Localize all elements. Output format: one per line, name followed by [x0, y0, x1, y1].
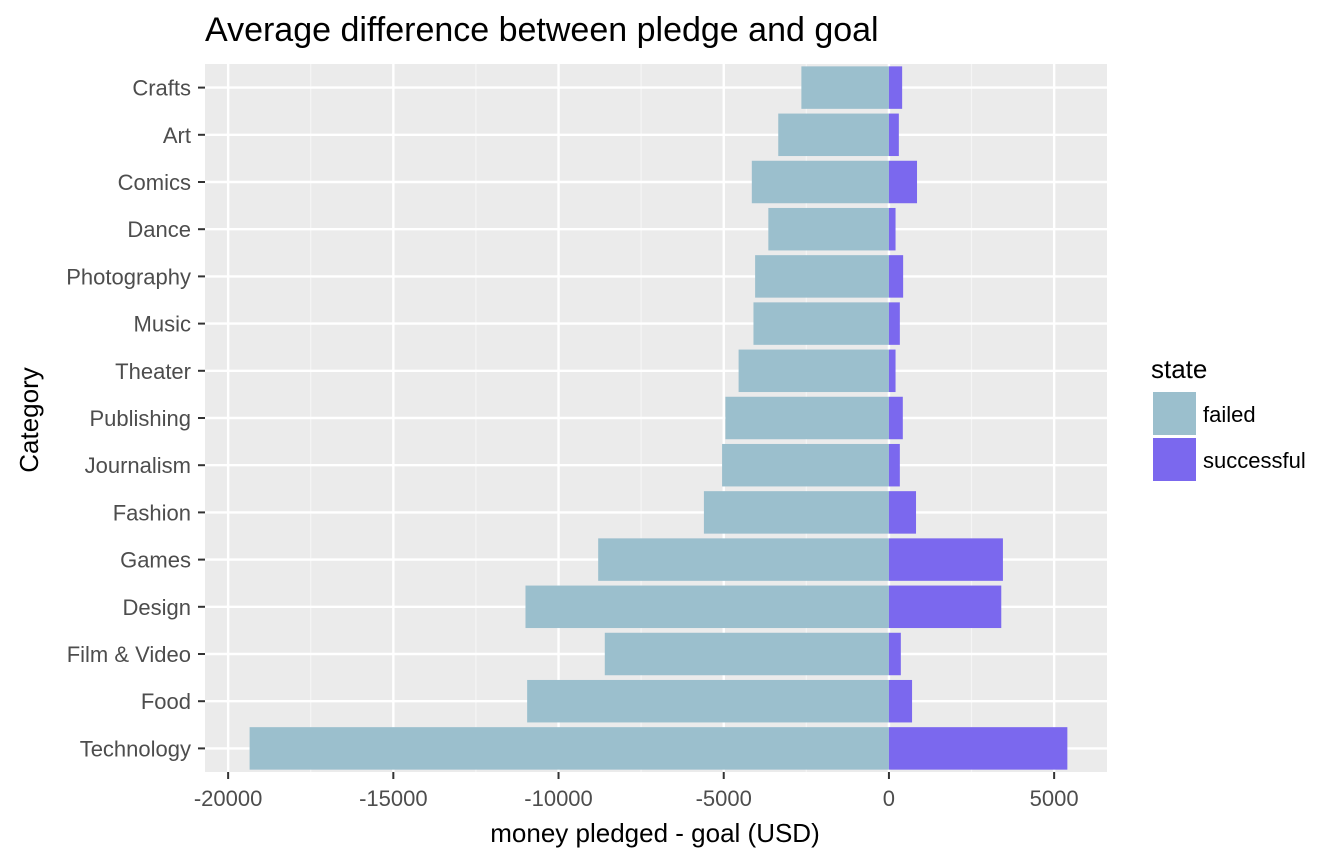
y-tick-label: Journalism [85, 453, 191, 478]
legend-swatch-failed [1153, 392, 1196, 435]
bar-successful [888, 491, 917, 534]
bar-successful [888, 66, 903, 109]
bar-successful [888, 585, 1002, 629]
x-tick-label: -20000 [194, 786, 263, 811]
chart-title: Average difference between pledge and go… [205, 11, 879, 49]
bar-failed [527, 679, 889, 723]
bar-successful [888, 255, 904, 298]
legend-swatch-successful [1153, 438, 1196, 481]
bar-successful [888, 443, 900, 487]
y-tick-label: Photography [66, 264, 191, 289]
x-tick-label: 5000 [1030, 786, 1079, 811]
y-tick-label: Fashion [113, 500, 191, 525]
y-tick-label: Games [120, 548, 191, 573]
bar-successful [888, 349, 896, 393]
bar-failed [722, 443, 889, 487]
legend-label-successful: successful [1203, 448, 1306, 473]
bar-successful [888, 679, 913, 723]
bar-failed [768, 207, 889, 251]
x-axis: -20000 -15000 -10000 -5000 0 5000 [194, 772, 1079, 811]
bar-successful [888, 207, 896, 251]
bar-failed [778, 113, 889, 157]
y-tick-label: Crafts [132, 76, 191, 101]
bar-successful [888, 396, 903, 440]
bar-successful [888, 727, 1068, 770]
legend-title: state [1151, 354, 1207, 384]
bar-successful [888, 113, 899, 157]
y-axis: Crafts Art Comics Dance Photography Music Thea… [66, 76, 205, 761]
y-tick-label: Music [134, 312, 191, 337]
y-tick-label: Dance [127, 217, 191, 242]
x-axis-title: money pledged - goal (USD) [490, 818, 820, 848]
legend-label-failed: failed [1203, 402, 1256, 427]
bar-failed [703, 491, 889, 534]
y-tick-label: Comics [118, 170, 191, 195]
y-tick-label: Design [123, 595, 191, 620]
bar-failed [801, 66, 889, 109]
bar-failed [725, 396, 889, 440]
legend: state failed successful [1151, 354, 1306, 481]
bar-failed [755, 255, 889, 298]
bar-failed [598, 538, 889, 581]
bar-failed [738, 349, 889, 393]
bar-failed [249, 727, 889, 770]
bar-failed [525, 585, 889, 629]
bar-successful [888, 160, 918, 204]
bars [249, 66, 1068, 770]
y-tick-label: Art [163, 123, 191, 148]
bar-failed [751, 160, 889, 204]
y-axis-title: Category [14, 367, 44, 473]
bar-failed [753, 302, 889, 345]
x-tick-label: -5000 [696, 786, 752, 811]
y-tick-label: Theater [115, 359, 191, 384]
bar-successful [888, 632, 901, 676]
bar-failed [604, 632, 889, 676]
y-tick-label: Technology [80, 736, 191, 761]
bar-successful [888, 302, 900, 345]
x-tick-label: -15000 [359, 786, 428, 811]
x-tick-label: 0 [883, 786, 895, 811]
y-tick-label: Film & Video [67, 642, 191, 667]
y-tick-label: Food [141, 689, 191, 714]
x-tick-label: -10000 [524, 786, 593, 811]
bar-successful [888, 538, 1003, 581]
y-tick-label: Publishing [89, 406, 191, 431]
